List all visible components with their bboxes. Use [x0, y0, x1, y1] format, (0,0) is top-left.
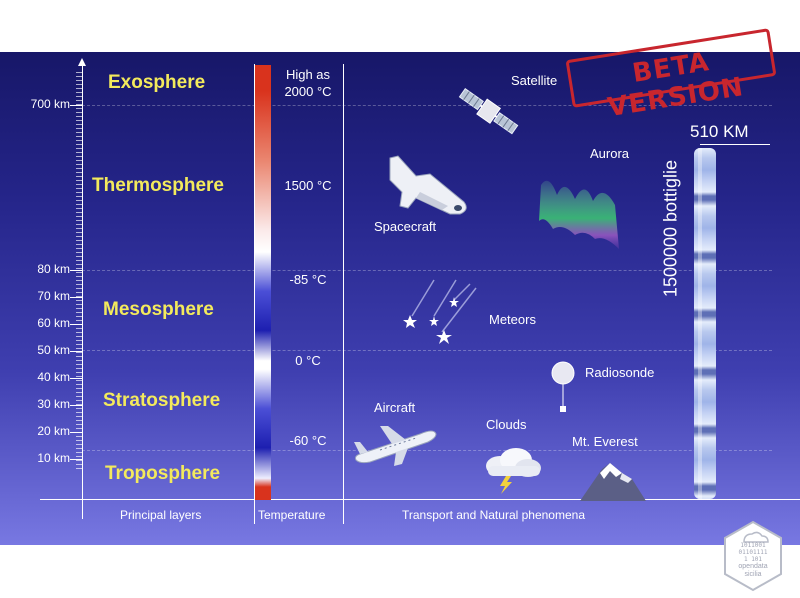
bottle-height-label: 510 KM — [690, 122, 749, 141]
satellite-icon — [458, 88, 519, 135]
aurora-icon — [539, 180, 619, 249]
tick-80km: 80 km — [37, 262, 70, 276]
aircraft-icon — [354, 426, 437, 466]
logo-name-1: opendata — [738, 563, 768, 570]
logo-binary-1: 1011001 — [740, 542, 766, 549]
logo-binary-3: 1 101 — [743, 556, 763, 563]
label-meteors: Meteors — [489, 312, 536, 327]
footer-temperature: Temperature — [258, 508, 326, 522]
label-everest: Mt. Everest — [572, 434, 638, 449]
label-aurora: Aurora — [590, 146, 630, 161]
footer-principal-layers: Principal layers — [120, 508, 202, 522]
bottle-column — [694, 148, 716, 499]
temp-minus60: -60 °C — [289, 433, 327, 448]
label-radiosonde: Radiosonde — [585, 365, 655, 380]
radiosonde-icon — [551, 361, 575, 412]
axis-minor-ticks — [76, 72, 82, 472]
temp-zero: 0 °C — [295, 353, 321, 368]
bottle-column-shine — [698, 148, 702, 499]
opendata-sicilia-logo: 1011001 01101111 1 101 opendata sicilia — [722, 520, 784, 592]
logo-name-2: sicilia — [744, 571, 762, 578]
footer-transport: Transport and Natural phenomena — [402, 508, 585, 522]
layer-stratosphere: Stratosphere — [103, 390, 221, 411]
label-clouds: Clouds — [486, 417, 527, 432]
mountain-icon — [580, 463, 646, 501]
tickmark-70 — [70, 297, 82, 298]
altitude-axis — [82, 62, 83, 519]
tick-70km: 70 km — [37, 289, 70, 303]
spacecraft-icon — [389, 155, 467, 215]
tick-10km: 10 km — [37, 451, 70, 465]
tick-40km: 40 km — [37, 370, 70, 384]
meteors-icon — [403, 279, 477, 344]
layer-mesosphere: Mesosphere — [103, 299, 214, 320]
tick-30km: 30 km — [37, 397, 70, 411]
grid-line-700 — [82, 105, 772, 106]
temp-1500: 1500 °C — [284, 178, 332, 193]
grid-line-50 — [82, 350, 772, 351]
temp-high-line2: 2000 °C — [284, 84, 332, 99]
tickmark-10 — [70, 459, 82, 460]
layer-exosphere: Exosphere — [108, 72, 206, 93]
tick-700km: 700 km — [30, 97, 70, 111]
temperature-divider — [254, 64, 255, 524]
grid-line-20 — [82, 450, 772, 451]
temp-minus85: -85 °C — [289, 272, 327, 287]
phenomena-divider — [343, 64, 344, 524]
atmosphere-diagram: 700 km 80 km 70 km 60 km 50 km 40 km 30 … — [0, 52, 800, 545]
temp-high-line1: High as — [285, 67, 331, 82]
tick-60km: 60 km — [37, 316, 70, 330]
label-spacecraft: Spacecraft — [374, 219, 437, 234]
clouds-icon — [486, 448, 541, 494]
axis-arrow — [78, 58, 86, 66]
tickmark-40 — [70, 378, 82, 379]
layer-thermosphere: Thermosphere — [92, 175, 224, 196]
ground-line — [40, 499, 800, 500]
label-satellite: Satellite — [511, 73, 558, 88]
bottle-count-text: 1500000 bottiglie — [660, 159, 681, 298]
tickmark-700 — [70, 105, 82, 106]
beta-version-stamp: BETA VERSION — [565, 28, 777, 123]
tickmark-30 — [70, 405, 82, 406]
tickmark-50 — [70, 351, 82, 352]
bottle-height-marker — [700, 144, 770, 145]
label-aircraft: Aircraft — [374, 400, 416, 415]
logo-binary-2: 01101111 — [738, 549, 768, 556]
temperature-bar — [255, 65, 271, 500]
tick-50km: 50 km — [37, 343, 70, 357]
tickmark-80 — [70, 270, 82, 271]
grid-line-80 — [82, 270, 772, 271]
tick-20km: 20 km — [37, 424, 70, 438]
tickmark-60 — [70, 324, 82, 325]
hexagon-logo-icon — [724, 520, 782, 592]
layer-troposphere: Troposphere — [105, 463, 221, 484]
tickmark-20 — [70, 432, 82, 433]
